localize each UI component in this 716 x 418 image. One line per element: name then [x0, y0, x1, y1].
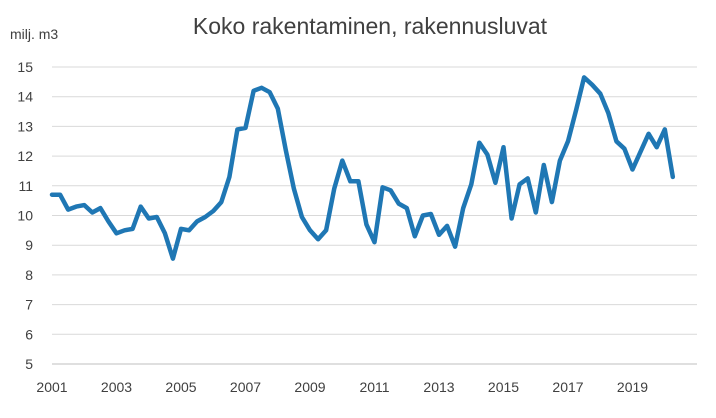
x-tick-label: 2005 — [165, 379, 196, 395]
x-tick-label: 2001 — [36, 379, 67, 395]
y-tick-label: 7 — [25, 297, 33, 313]
y-tick-label: 12 — [17, 148, 33, 164]
x-axis-ticks: 2001 2003 2005 2007 2009 2011 2013 2015 2017 2019 — [36, 379, 648, 395]
x-tick-label: 2017 — [552, 379, 583, 395]
y-tick-label: 6 — [25, 326, 33, 342]
y-tick-label: 15 — [17, 59, 33, 75]
y-axis-ticks: 5 6 7 8 9 10 11 12 13 14 15 — [17, 59, 33, 372]
y-tick-label: 13 — [17, 118, 33, 134]
y-tick-label: 5 — [25, 356, 33, 372]
x-tick-label: 2003 — [101, 379, 132, 395]
series-line — [49, 75, 676, 261]
x-tick-label: 2015 — [488, 379, 519, 395]
y-tick-label: 9 — [25, 237, 33, 253]
y-tick-label: 11 — [18, 178, 33, 194]
x-tick-label: 2019 — [617, 379, 648, 395]
x-tick-label: 2009 — [294, 379, 325, 395]
x-tick-label: 2011 — [359, 379, 389, 395]
y-axis-unit-label: milj. m3 — [10, 26, 58, 42]
y-tick-label: 10 — [17, 208, 33, 224]
chart-title: Koko rakentaminen, rakennusluvat — [193, 13, 548, 39]
y-tick-label: 14 — [17, 89, 33, 105]
x-tick-label: 2013 — [423, 379, 454, 395]
series-layer — [49, 75, 676, 261]
y-tick-label: 8 — [25, 267, 33, 283]
gridlines — [52, 66, 697, 365]
x-tick-label: 2007 — [230, 379, 261, 395]
